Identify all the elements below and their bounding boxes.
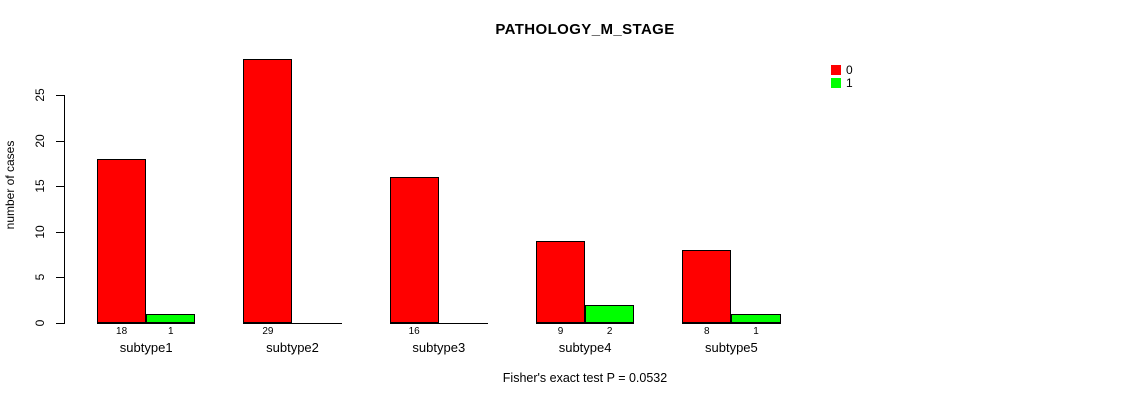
bar-subtype4-series-1: [585, 304, 635, 323]
legend-swatch-icon: [831, 77, 841, 88]
legend-entry: 0: [831, 63, 853, 76]
bar-subtype1-series-1: [146, 313, 196, 323]
group-baseline: [97, 323, 196, 324]
y-tick-mark: [56, 231, 64, 233]
y-tick-mark: [56, 323, 64, 324]
x-category-label: subtype4: [558, 340, 612, 355]
x-category-label: subtype3: [412, 340, 466, 355]
bar-subtype3-series-0: [389, 177, 439, 323]
y-tick-label: 0: [33, 319, 47, 327]
legend-swatch-icon: [831, 64, 841, 75]
bar-value-label: 2: [606, 326, 613, 337]
y-tick-label: 15: [33, 179, 47, 193]
y-tick-mark: [56, 186, 64, 188]
bar-subtype5-series-0: [682, 250, 732, 323]
bar-value-label: 18: [116, 326, 128, 337]
bar-value-label: 29: [262, 326, 274, 337]
bar-value-label: 16: [408, 326, 420, 337]
y-tick-label: 25: [33, 88, 47, 102]
y-axis-line: [64, 95, 65, 324]
legend-entry-label: 1: [846, 75, 853, 90]
group-baseline: [243, 323, 342, 324]
y-tick-mark: [56, 140, 64, 142]
stat-annotation: Fisher's exact test P = 0.0532: [502, 371, 668, 385]
x-category-label: subtype1: [119, 340, 173, 355]
chart-title: PATHOLOGY_M_STAGE: [495, 21, 675, 38]
y-tick-label: 10: [33, 225, 47, 239]
y-tick-label: 20: [33, 133, 47, 148]
bar-subtype4-series-0: [535, 240, 586, 323]
bar-value-label: 1: [753, 326, 759, 337]
x-category-label: subtype5: [705, 340, 758, 355]
x-category-label: subtype2: [266, 340, 319, 355]
y-tick-label: 5: [33, 274, 47, 281]
bar-subtype5-series-1: [731, 313, 781, 323]
y-axis-title: number of cases: [3, 140, 17, 230]
group-baseline: [682, 323, 781, 324]
group-baseline: [389, 323, 488, 324]
group-baseline: [535, 323, 635, 324]
legend-entry-label: 0: [846, 62, 853, 77]
bar-subtype2-series-0: [243, 58, 293, 323]
bar-value-label: 9: [557, 326, 564, 337]
y-tick-mark: [56, 277, 64, 279]
bar-value-label: 1: [168, 326, 174, 337]
bar-subtype1-series-0: [97, 158, 147, 323]
legend-entry: 1: [831, 76, 853, 89]
bar-value-label: 8: [704, 326, 710, 337]
y-tick-mark: [56, 95, 64, 96]
